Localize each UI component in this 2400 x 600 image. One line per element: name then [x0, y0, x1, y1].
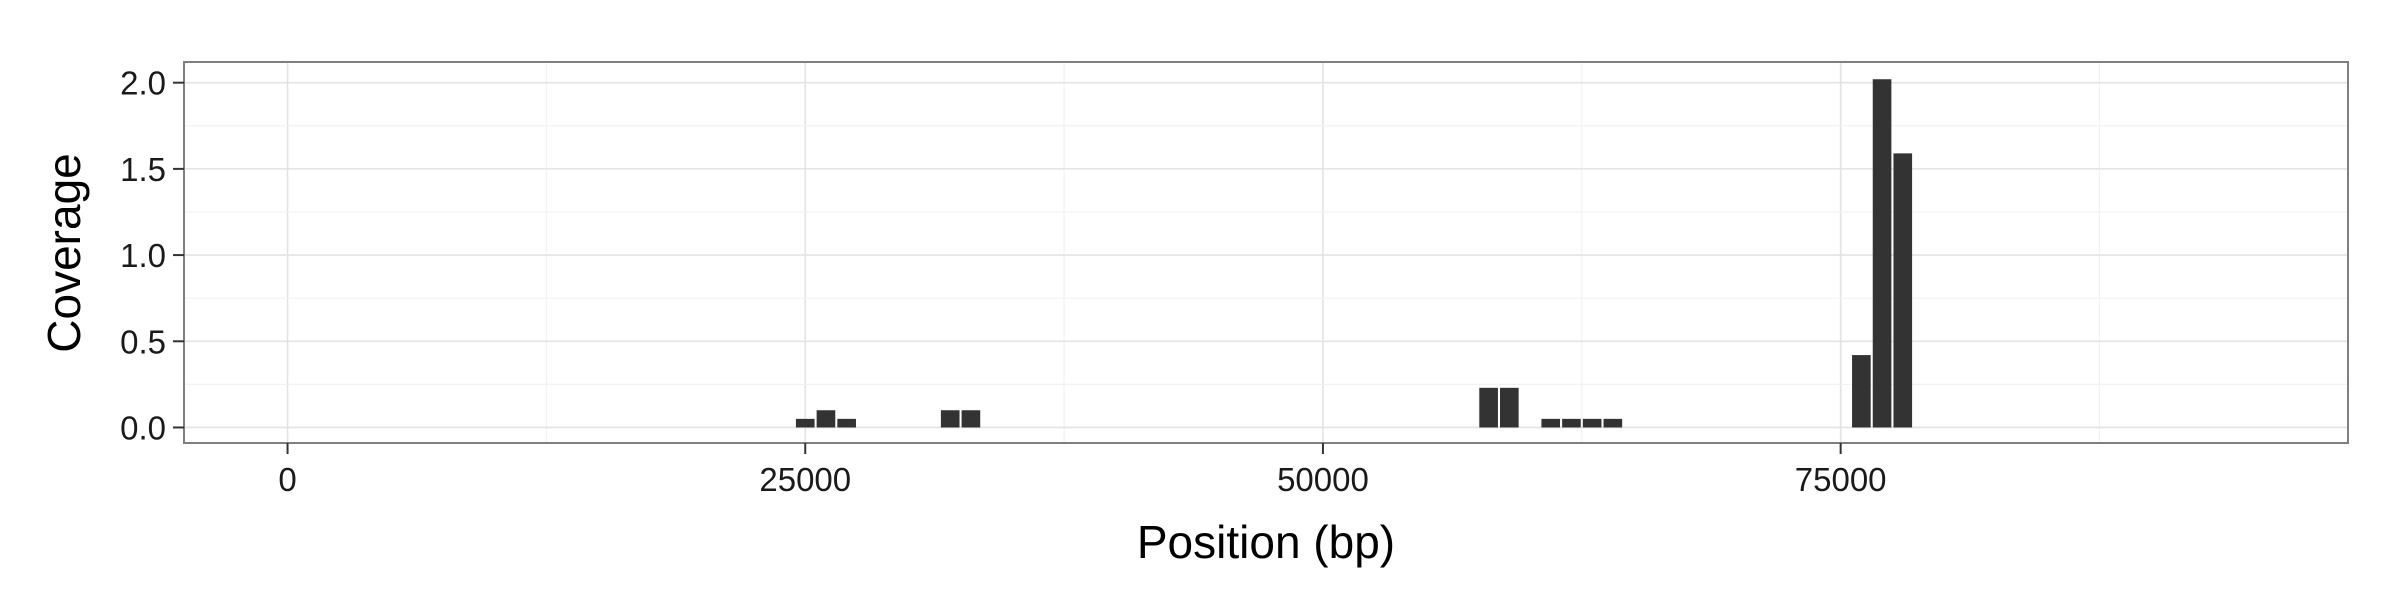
x-axis-title: Position (bp)	[1137, 516, 1395, 568]
y-tick-label: 2.0	[120, 65, 166, 102]
coverage-bar	[940, 410, 960, 428]
coverage-bar	[1500, 387, 1519, 428]
coverage-bar	[795, 418, 815, 428]
coverage-bar	[1562, 418, 1581, 428]
coverage-bar	[1479, 387, 1498, 428]
coverage-bar	[1872, 79, 1892, 428]
x-tick-label: 75000	[1795, 461, 1887, 498]
x-tick-label: 25000	[759, 461, 851, 498]
x-tick-label: 0	[278, 461, 296, 498]
coverage-bar	[961, 410, 981, 428]
y-tick-label: 1.0	[120, 237, 166, 274]
y-tick-label: 0.0	[120, 409, 166, 446]
gridlines	[184, 62, 2348, 443]
y-tick-label: 1.5	[120, 151, 166, 188]
coverage-bar	[1893, 153, 1913, 428]
coverage-bar	[837, 418, 856, 428]
y-axis-title: Coverage	[38, 153, 90, 352]
coverage-bar	[1603, 418, 1623, 428]
y-tick-label: 0.5	[120, 323, 166, 360]
x-tick-label: 50000	[1277, 461, 1369, 498]
coverage-bar	[1582, 418, 1602, 428]
coverage-bar	[1852, 355, 1871, 428]
bars	[795, 79, 1913, 428]
coverage-bar	[816, 410, 836, 428]
coverage-bar	[1541, 418, 1561, 428]
panel-background	[184, 62, 2348, 443]
axes: 0 25000 50000 75000 0.0 0.5 1.0 1.5 2.0	[120, 65, 1886, 498]
panel-border	[183, 61, 2349, 444]
